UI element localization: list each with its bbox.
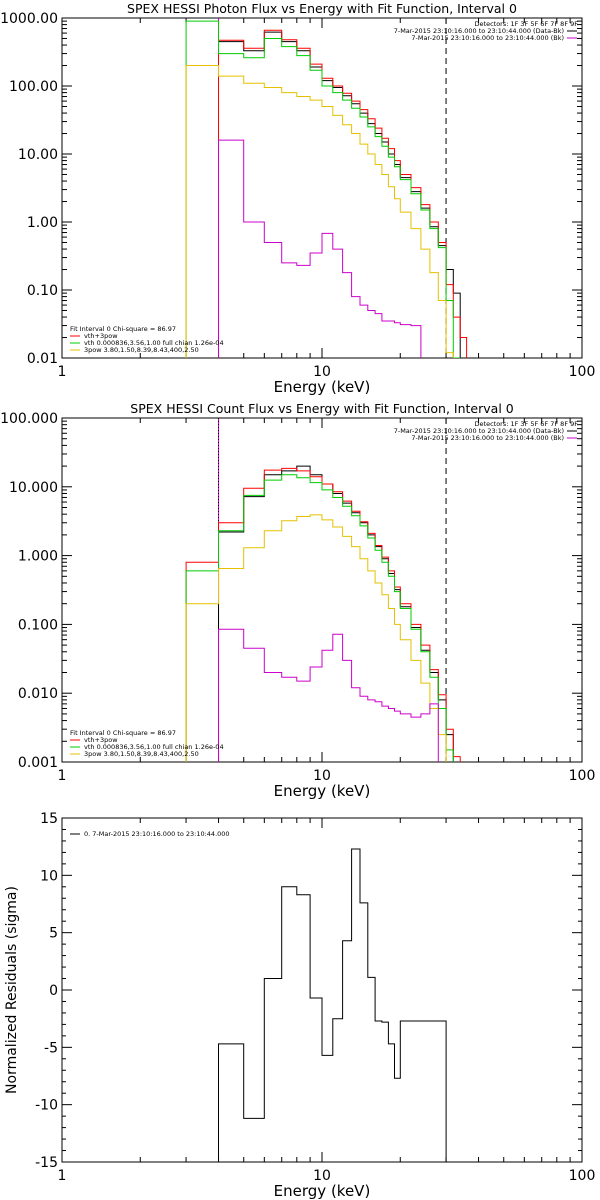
fit-legend-entry: 3pow 3.80,1.50,8.39,8.43,400,2.50 (84, 750, 199, 758)
y-tick-label: 0 (49, 983, 58, 999)
plot-frame (61, 817, 583, 1163)
y-tick-label: 1000.00 (0, 11, 58, 27)
y-axis-label: Normalized Residuals (sigma) (4, 886, 20, 1094)
series-line-data-bk (218, 465, 454, 762)
x-tick-label: 10 (313, 768, 331, 784)
fit-legend-entry: 3pow 3.80,1.50,8.39,8.43,400,2.50 (84, 346, 199, 354)
fit-legend-entry: vth+3pow (84, 736, 118, 744)
y-tick-label: -5 (44, 1040, 58, 1056)
series-line-vth-3pow (185, 467, 461, 762)
series-line-vth (185, 474, 454, 762)
series-line-residuals (218, 848, 447, 1162)
legend-header: Detectors: 1F 3F 5F 6F 7F 8F 9F (475, 420, 579, 428)
y-tick-label: 10.000 (9, 480, 58, 496)
x-axis-label: Energy (keV) (274, 782, 371, 800)
y-tick-label: 0.01 (27, 351, 58, 367)
chart-title: SPEX HESSI Count Flux vs Energy with Fit… (130, 401, 513, 416)
y-tick-label: 10 (40, 868, 58, 884)
x-tick-label: 10 (313, 1168, 331, 1184)
series-line-3pow (185, 65, 454, 358)
series-line-bk (218, 139, 422, 358)
y-tick-label: 1.000 (18, 549, 58, 565)
y-tick-label: 0.010 (18, 686, 58, 702)
x-tick-label: 1 (58, 364, 67, 380)
legend-entry: 7-Mar-2015 23:10:16.000 to 23:10:44.000 … (411, 34, 564, 42)
y-tick-label: 10.00 (18, 147, 58, 163)
fit-legend-header: Fit Interval 0 Chi-square = 86.97 (70, 729, 176, 737)
y-tick-label: -10 (35, 1098, 58, 1114)
fit-legend-entry: vth+3pow (84, 332, 118, 340)
x-axis-label: Energy (keV) (274, 1182, 371, 1200)
y-tick-label: 15 (40, 811, 58, 827)
y-tick-label: 0.100 (18, 617, 58, 633)
fit-legend-entry: vth 0.000836,3.56,1.00 full chian 1.26e-… (84, 339, 224, 347)
y-tick-label: 1.00 (27, 215, 58, 231)
series-line-vth (185, 20, 461, 358)
x-tick-label: 100 (569, 768, 596, 784)
x-tick-label: 100 (569, 364, 596, 380)
x-tick-label: 1 (58, 1168, 67, 1184)
y-tick-label: 0.001 (18, 755, 58, 771)
legend-entry: 7-Mar-2015 23:10:16.000 to 23:10:44.000 … (394, 427, 564, 435)
fit-legend-entry: vth 0.000836,3.56,1.00 full chian 1.26e-… (84, 743, 224, 751)
y-tick-label: -15 (35, 1155, 58, 1171)
y-tick-label: 100.00 (9, 79, 58, 95)
x-tick-label: 100 (569, 1168, 596, 1184)
series-line-vth-3pow (218, 29, 468, 358)
x-tick-label: 1 (58, 768, 67, 784)
series-line-data-bk (218, 31, 461, 358)
y-tick-label: 0.10 (27, 283, 58, 299)
legend-entry: 7-Mar-2015 23:10:16.000 to 23:10:44.000 … (411, 434, 564, 442)
legend-entry: 7-Mar-2015 23:10:16.000 to 23:10:44.000 … (394, 27, 564, 35)
chart-title: SPEX HESSI Photon Flux vs Energy with Fi… (127, 1, 517, 16)
y-tick-label: 5 (49, 926, 58, 942)
x-axis-label: Energy (keV) (274, 378, 371, 396)
series-line-3pow (185, 514, 447, 762)
y-tick-label: 100.000 (0, 411, 58, 427)
series-line-bk (218, 628, 439, 762)
legend-entry: 0. 7-Mar-2015 23:10:16.000 to 23:10:44.0… (84, 830, 230, 838)
x-tick-label: 10 (313, 364, 331, 380)
legend-header: Detectors: 1F 3F 5F 6F 7F 8F 9F (475, 20, 579, 28)
plot-frame (61, 417, 583, 763)
fit-legend-header: Fit Interval 0 Chi-square = 86.97 (70, 325, 176, 333)
